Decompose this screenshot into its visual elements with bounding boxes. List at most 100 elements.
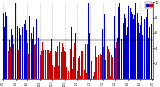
Bar [102, 29, 103, 79]
Bar [141, 16, 142, 79]
Bar [149, 27, 150, 79]
Bar [24, 24, 25, 79]
Bar [139, 33, 140, 79]
Bar [91, 61, 92, 79]
Bar [81, 51, 82, 79]
Bar [31, 33, 32, 79]
Bar [26, 30, 27, 79]
Legend: , : , [145, 2, 152, 8]
Bar [38, 38, 39, 79]
Bar [59, 42, 60, 79]
Bar [39, 36, 40, 79]
Bar [125, 18, 126, 79]
Bar [99, 35, 100, 79]
Bar [10, 47, 11, 79]
Bar [72, 69, 73, 79]
Bar [86, 73, 87, 79]
Bar [45, 50, 46, 79]
Bar [70, 50, 71, 79]
Bar [56, 52, 57, 79]
Bar [84, 70, 85, 79]
Bar [138, 23, 139, 79]
Bar [96, 57, 97, 79]
Bar [50, 51, 51, 79]
Bar [147, 9, 148, 79]
Bar [144, 19, 145, 79]
Bar [109, 52, 110, 79]
Bar [21, 38, 22, 79]
Bar [101, 55, 102, 79]
Bar [27, 43, 28, 79]
Bar [103, 47, 104, 79]
Bar [120, 21, 121, 79]
Bar [112, 57, 113, 79]
Bar [4, 27, 5, 79]
Bar [49, 53, 50, 79]
Bar [137, 13, 138, 79]
Bar [3, 13, 4, 79]
Bar [136, 5, 137, 79]
Bar [100, 54, 101, 79]
Bar [41, 51, 42, 79]
Bar [42, 42, 43, 79]
Bar [104, 14, 105, 79]
Bar [47, 50, 48, 79]
Bar [93, 76, 94, 79]
Bar [83, 67, 84, 79]
Bar [105, 60, 106, 79]
Bar [123, 23, 124, 79]
Bar [88, 3, 89, 79]
Bar [122, 37, 123, 79]
Bar [17, 26, 18, 79]
Bar [130, 8, 131, 79]
Bar [33, 27, 34, 79]
Bar [58, 66, 59, 79]
Bar [34, 45, 35, 79]
Bar [66, 67, 67, 79]
Bar [133, 19, 134, 79]
Bar [82, 51, 83, 79]
Bar [128, 6, 129, 79]
Bar [110, 76, 111, 79]
Bar [68, 71, 69, 79]
Bar [89, 33, 90, 79]
Bar [28, 54, 29, 79]
Bar [115, 48, 116, 79]
Bar [63, 47, 64, 79]
Bar [13, 44, 14, 79]
Bar [71, 27, 72, 79]
Bar [146, 17, 147, 79]
Bar [25, 20, 26, 79]
Bar [6, 16, 7, 79]
Bar [107, 46, 108, 79]
Bar [148, 38, 149, 79]
Bar [15, 3, 16, 79]
Bar [36, 19, 37, 79]
Bar [60, 34, 61, 79]
Bar [94, 72, 95, 79]
Bar [5, 12, 6, 79]
Bar [142, 35, 143, 79]
Bar [119, 3, 120, 79]
Bar [18, 50, 19, 79]
Bar [80, 76, 81, 79]
Bar [76, 46, 77, 79]
Bar [54, 68, 55, 79]
Bar [44, 52, 45, 79]
Bar [12, 35, 13, 79]
Bar [114, 16, 115, 79]
Bar [121, 39, 122, 79]
Bar [117, 38, 118, 79]
Bar [131, 12, 132, 79]
Bar [11, 29, 12, 79]
Bar [57, 46, 58, 79]
Bar [118, 7, 119, 79]
Bar [55, 51, 56, 79]
Bar [73, 57, 74, 79]
Bar [79, 56, 80, 79]
Bar [40, 55, 41, 79]
Bar [151, 24, 152, 79]
Bar [126, 35, 127, 79]
Bar [7, 31, 8, 79]
Bar [132, 14, 133, 79]
